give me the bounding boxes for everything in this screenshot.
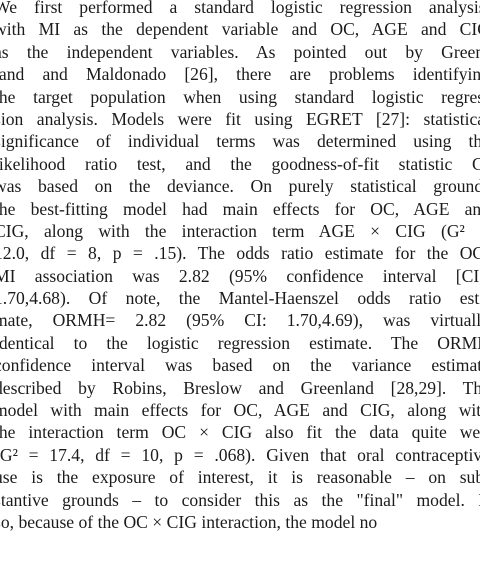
text-line: the target population when using standar… [0,86,480,107]
text-line: sion analysis. Models were fit using EGR… [0,108,480,129]
text-line: use is the exposure of interest, it is r… [0,467,480,488]
text-line: significance of individual terms was det… [0,131,480,152]
text-line: 12.0, df = 8, p = .15). The odds ratio e… [0,243,480,264]
text-line: with MI as the dependent variable and OC… [0,19,480,40]
text-line: identical to the logistic regression est… [0,332,480,353]
text-line: CIG, along with the interaction term AGE… [0,220,480,241]
text-line: the interaction term OC × CIG also fit t… [0,422,480,443]
text-line: as the independent variables. As pointed… [0,41,480,62]
text-line: mate, ORMH= 2.82 (95% CI: 1.70,4.69), wa… [0,310,480,331]
text-line: described by Robins, Breslow and Greenla… [0,377,480,398]
text-line: so, because of the OC × CIG interaction,… [0,511,378,532]
text-line: stantive grounds – to consider this as t… [0,489,480,510]
text-line: (G² = 17.4, df = 10, p = .068). Given th… [0,444,480,465]
text-line: was based on the deviance. On purely sta… [0,176,480,197]
paper-page: We first performed a standard logistic r… [0,0,480,532]
text-line: MI association was 2.82 (95% confidence … [0,265,480,286]
text-line: 1.70,4.68). Of note, the Mantel-Haenszel… [0,288,480,309]
text-line: the best-fitting model had main effects … [0,198,480,219]
text-line: model with main effects for OC, AGE and … [0,400,480,421]
text-line: We first performed a standard logistic r… [0,0,480,17]
text-line: likelihood ratio test, and the goodness-… [0,153,480,174]
text-line: land and Maldonado [26], there are probl… [0,64,480,85]
text-line: confidence interval was based on the var… [0,355,480,376]
